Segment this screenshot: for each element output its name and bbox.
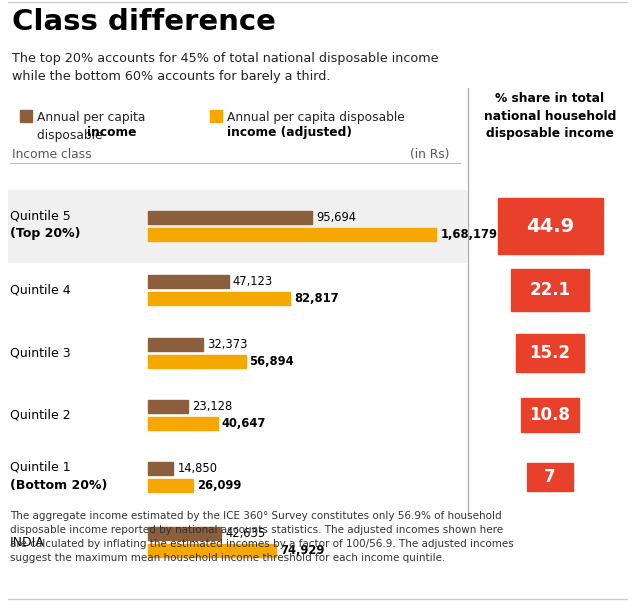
Bar [148,400,188,413]
Bar [511,269,589,311]
Text: 32,373: 32,373 [208,338,248,351]
Text: (Bottom 20%): (Bottom 20%) [10,478,107,492]
Bar [516,334,584,372]
Text: Quintile 3: Quintile 3 [10,347,70,359]
Text: Annual per capita disposable: Annual per capita disposable [227,111,404,141]
Text: Quintile 1: Quintile 1 [10,460,70,474]
Text: 14,850: 14,850 [177,462,217,475]
Text: 82,817: 82,817 [294,292,338,305]
Text: Income class: Income class [12,148,91,161]
Text: 95,694: 95,694 [316,211,356,224]
Text: 1,68,179: 1,68,179 [440,228,497,241]
Text: The aggregate income estimated by the ICE 360° Survey constitutes only 56.9% of : The aggregate income estimated by the IC… [10,511,514,563]
Bar [148,338,203,351]
Text: 47,123: 47,123 [233,275,273,288]
Text: The top 20% accounts for 45% of total national disposable income
while the botto: The top 20% accounts for 45% of total na… [12,52,439,83]
Text: income: income [87,126,137,139]
Text: 42,635: 42,635 [225,527,265,540]
Text: (Top 20%): (Top 20%) [10,228,81,240]
Bar [527,463,573,491]
Text: 23,128: 23,128 [192,400,232,413]
Text: Annual per capita
disposable: Annual per capita disposable [37,111,145,141]
Text: 10.8: 10.8 [530,406,570,424]
Text: 44.9: 44.9 [526,216,574,236]
Text: INDIA: INDIA [10,535,44,549]
Bar [148,417,218,430]
Text: 56,894: 56,894 [250,355,294,368]
Bar [8,190,466,262]
Bar [148,211,312,224]
Text: 7: 7 [544,468,556,486]
Text: 15.2: 15.2 [530,344,570,362]
Text: (in Rs): (in Rs) [410,148,450,161]
Bar [497,198,603,254]
Text: Quintile 5: Quintile 5 [10,210,70,222]
Bar [148,544,276,557]
Text: Class difference: Class difference [12,8,276,36]
Bar [521,398,579,432]
Text: 40,647: 40,647 [222,417,266,430]
Bar [148,292,290,305]
Bar [148,275,229,288]
Text: 22.1: 22.1 [530,281,571,299]
Bar [148,355,246,368]
Bar [210,110,222,122]
Bar [20,110,32,122]
Text: income (adjusted): income (adjusted) [227,126,352,139]
Bar [148,479,193,492]
Text: 74,929: 74,929 [281,544,325,557]
Text: 26,099: 26,099 [197,479,241,492]
Bar [148,527,221,540]
Text: Quintile 4: Quintile 4 [10,284,70,296]
Text: % share in total
national household
disposable income: % share in total national household disp… [484,92,616,140]
Bar [148,462,173,475]
Text: Quintile 2: Quintile 2 [10,409,70,421]
Bar [148,228,436,241]
